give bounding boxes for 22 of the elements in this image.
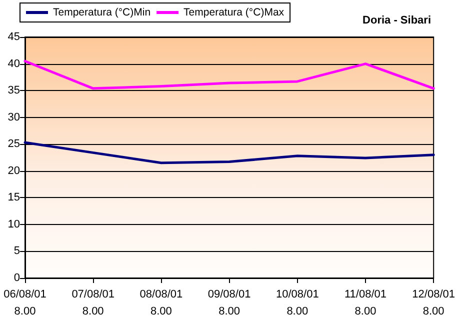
y-tick-label: 20 <box>8 164 20 177</box>
x-tick-label: 12/08/01 8.00 <box>412 288 456 318</box>
y-tick-label: 0 <box>14 272 20 284</box>
y-tick-label: 45 <box>8 31 20 43</box>
line-series <box>24 141 435 164</box>
y-tick-label: 10 <box>8 218 20 230</box>
legend-label: Temperatura (°C)Max <box>184 6 285 18</box>
x-tick-label: 06/08/01 8.00 <box>4 288 46 318</box>
x-tick-label: 11/08/01 8.00 <box>344 288 386 318</box>
x-tick-label: 10/08/01 8.00 <box>276 288 319 318</box>
x-tick-label: 08/08/01 8.00 <box>140 288 183 318</box>
y-tick-label: 40 <box>8 58 20 70</box>
y-tick-label: 5 <box>14 245 20 258</box>
y-tick-label: 35 <box>8 84 20 97</box>
y-tick-label: 15 <box>8 192 20 204</box>
y-tick-label: 25 <box>8 138 20 150</box>
line-series <box>24 60 435 90</box>
x-tick-label: 07/08/01 8.00 <box>72 288 115 318</box>
legend-label: Temperatura (°C)Min <box>53 6 151 18</box>
chart-title: Doria - Sibari <box>362 14 432 26</box>
x-tick-label: 09/08/01 8.00 <box>208 288 251 318</box>
y-tick-label: 30 <box>8 111 20 124</box>
